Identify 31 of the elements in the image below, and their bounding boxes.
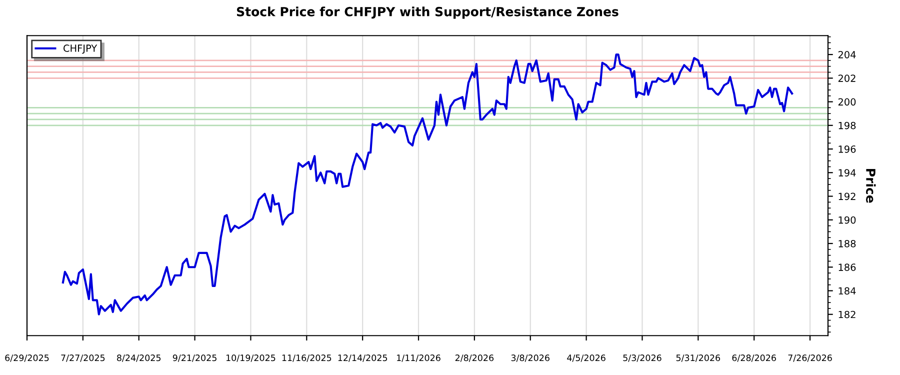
y-tick-label: 196 <box>838 145 856 153</box>
y-tick-label: 190 <box>838 216 856 224</box>
line-series <box>62 53 794 316</box>
x-tick-label: 6/28/2026 <box>732 354 776 362</box>
x-tick-label: 12/14/2025 <box>338 354 388 362</box>
y-tick-label: 186 <box>838 264 856 271</box>
x-tick-label: 5/31/2026 <box>676 354 720 362</box>
x-tick-label: 4/5/2026 <box>567 354 606 362</box>
y-axis-title: Price <box>866 169 876 203</box>
y-tick-label: 188 <box>838 240 856 248</box>
x-tick-label: 7/26/2026 <box>788 354 832 362</box>
y-tick-label: 204 <box>838 51 856 58</box>
y-tick-label: 198 <box>838 122 856 130</box>
x-tick-label: 6/29/2025 <box>5 354 49 362</box>
chart-title: Stock Price for CHFJPY with Support/Resistance Zones <box>236 6 618 19</box>
legend-label: CHFJPY <box>64 44 98 54</box>
y-tick-label: 202 <box>838 74 856 82</box>
y-tick-label: 192 <box>838 192 856 200</box>
x-tick-label: 1/11/2026 <box>397 354 440 362</box>
y-tick-label: 200 <box>838 98 856 106</box>
x-tick-label: 2/8/2026 <box>455 354 494 362</box>
x-tick-label: 3/8/2026 <box>511 354 550 362</box>
y-tick-label: 184 <box>838 287 856 295</box>
x-tick-label: 8/24/2025 <box>117 354 161 362</box>
y-tick-label: 182 <box>838 310 856 318</box>
x-tick-label: 7/27/2025 <box>61 354 105 362</box>
x-tick-label: 11/16/2025 <box>282 354 332 362</box>
x-tick-label: 10/19/2025 <box>226 354 276 362</box>
y-tick-label: 194 <box>838 169 856 176</box>
x-tick-label: 9/21/2025 <box>172 354 216 362</box>
x-tick-label: 5/3/2026 <box>623 354 662 362</box>
